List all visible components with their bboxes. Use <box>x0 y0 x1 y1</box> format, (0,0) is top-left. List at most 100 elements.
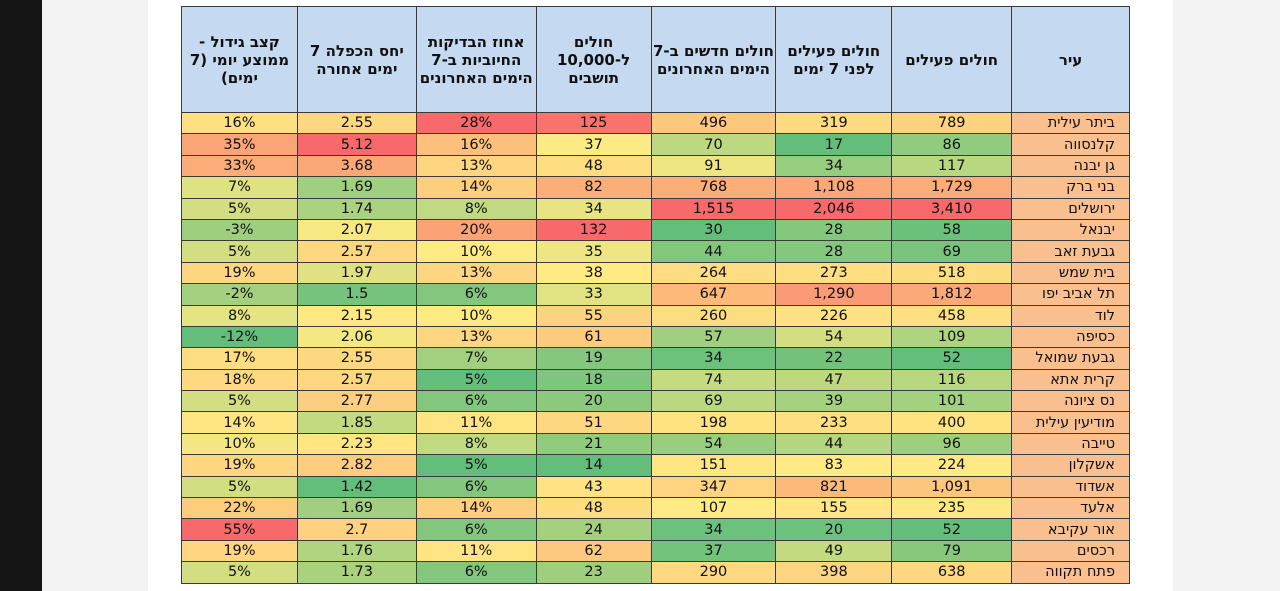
cell-positive-pct: 20% <box>415 218 537 242</box>
cell-active: 79 <box>891 539 1013 563</box>
cell-positive-pct: 6% <box>415 475 537 499</box>
cell-positive-pct: 7% <box>415 347 537 370</box>
header-active-prev: חולים פעילים לפני 7 ימים <box>775 6 893 113</box>
cell-growth: 2%- <box>181 283 298 306</box>
cell-active-prev: 226 <box>775 304 893 327</box>
cell-new7: 91 <box>650 154 777 178</box>
table-row: אשקלון 224 83 151 14 5% 2.82 19% <box>181 454 1130 477</box>
header-active: חולים פעילים <box>891 6 1013 113</box>
cell-active-prev: 47 <box>775 368 893 392</box>
cell-doubling: 2.7 <box>296 518 417 541</box>
header-growth: קצב גידול - ממוצע יומי (7 ימים) <box>181 6 298 113</box>
cell-doubling: 1.73 <box>296 561 417 584</box>
cell-city: רכסים <box>1011 539 1130 563</box>
left-margin <box>42 0 148 591</box>
table-row: גבעת זאב 69 28 44 35 10% 2.57 5% <box>181 240 1130 263</box>
cell-growth: 5% <box>181 561 298 584</box>
cell-growth: 22% <box>181 497 298 520</box>
cell-doubling: 2.23 <box>296 432 417 456</box>
table-row: ירושלים 3,410 2,046 1,515 34 8% 1.74 5% <box>181 197 1130 220</box>
cell-city: מודיעין עילית <box>1011 411 1130 434</box>
header-per10k: חולים ל-10,000 תושבים <box>535 6 652 113</box>
cell-active: 1,812 <box>891 283 1013 306</box>
cell-active-prev: 821 <box>775 475 893 499</box>
cell-positive-pct: 11% <box>415 411 537 434</box>
table-row: קרית אתא 116 47 74 18 5% 2.57 18% <box>181 368 1130 392</box>
cell-growth: 12%- <box>181 325 298 349</box>
covid-cities-table: עיר חולים פעילים חולים פעילים לפני 7 ימי… <box>181 6 1130 584</box>
cell-positive-pct: 13% <box>415 154 537 178</box>
cell-new7: 74 <box>650 368 777 392</box>
cell-positive-pct: 6% <box>415 518 537 541</box>
cell-per10k: 61 <box>535 325 652 349</box>
cell-new7: 54 <box>650 432 777 456</box>
cell-doubling: 2.82 <box>296 454 417 477</box>
cell-city: אור עקיבא <box>1011 518 1130 541</box>
table-row: רכסים 79 49 37 62 11% 1.76 19% <box>181 539 1130 563</box>
cell-active-prev: 83 <box>775 454 893 477</box>
cell-city: גן יבנה <box>1011 154 1130 178</box>
cell-per10k: 21 <box>535 432 652 456</box>
cell-doubling: 2.57 <box>296 368 417 392</box>
cell-active-prev: 44 <box>775 432 893 456</box>
cell-growth: 7% <box>181 176 298 199</box>
cell-doubling: 5.12 <box>296 133 417 156</box>
cell-active-prev: 1,290 <box>775 283 893 306</box>
cell-active: 638 <box>891 561 1013 584</box>
cell-active: 86 <box>891 133 1013 156</box>
cell-active: 458 <box>891 304 1013 327</box>
cell-doubling: 1.97 <box>296 261 417 285</box>
cell-doubling: 2.06 <box>296 325 417 349</box>
cell-per10k: 48 <box>535 154 652 178</box>
cell-active: 224 <box>891 454 1013 477</box>
table-row: פתח תקווה 638 398 290 23 6% 1.73 5% <box>181 561 1130 584</box>
cell-doubling: 1.76 <box>296 539 417 563</box>
cell-per10k: 55 <box>535 304 652 327</box>
cell-new7: 34 <box>650 518 777 541</box>
cell-new7: 1,515 <box>650 197 777 220</box>
cell-city: ירושלים <box>1011 197 1130 220</box>
cell-active: 116 <box>891 368 1013 392</box>
cell-positive-pct: 10% <box>415 304 537 327</box>
cell-new7: 198 <box>650 411 777 434</box>
cell-active: 400 <box>891 411 1013 434</box>
table-row: ביתר עילית 789 319 496 125 28% 2.55 16% <box>181 111 1130 135</box>
cell-per10k: 18 <box>535 368 652 392</box>
cell-active-prev: 54 <box>775 325 893 349</box>
cell-new7: 57 <box>650 325 777 349</box>
cell-active: 1,091 <box>891 475 1013 499</box>
table-row: בית שמש 518 273 264 38 13% 1.97 19% <box>181 261 1130 285</box>
cell-active-prev: 319 <box>775 111 893 135</box>
table-row: טייבה 96 44 54 21 8% 2.23 10% <box>181 432 1130 456</box>
table-row: תל אביב יפו 1,812 1,290 647 33 6% 1.5 2%- <box>181 283 1130 306</box>
cell-doubling: 1.5 <box>296 283 417 306</box>
cell-growth: 5% <box>181 240 298 263</box>
table-row: גבעת שמואל 52 22 34 19 7% 2.55 17% <box>181 347 1130 370</box>
cell-city: נס ציונה <box>1011 390 1130 413</box>
cell-active: 235 <box>891 497 1013 520</box>
cell-per10k: 35 <box>535 240 652 263</box>
cell-per10k: 24 <box>535 518 652 541</box>
cell-active: 3,410 <box>891 197 1013 220</box>
cell-new7: 347 <box>650 475 777 499</box>
header-new7: חולים חדשים ב-7 הימים האחרונים <box>650 6 777 113</box>
cell-positive-pct: 6% <box>415 283 537 306</box>
table-row: כסיפה 109 54 57 61 13% 2.06 12%- <box>181 325 1130 349</box>
cell-positive-pct: 6% <box>415 561 537 584</box>
cell-city: אשקלון <box>1011 454 1130 477</box>
header-city: עיר <box>1011 6 1130 113</box>
cell-growth: 14% <box>181 411 298 434</box>
cell-per10k: 38 <box>535 261 652 285</box>
table-row: יבנאל 58 28 30 132 20% 2.07 3%- <box>181 218 1130 242</box>
table-row: קלנסווה 86 17 70 37 16% 5.12 35% <box>181 133 1130 156</box>
cell-doubling: 1.42 <box>296 475 417 499</box>
cell-new7: 264 <box>650 261 777 285</box>
cell-active-prev: 273 <box>775 261 893 285</box>
table-body: ביתר עילית 789 319 496 125 28% 2.55 16% קלנסווה 8… <box>181 111 1130 584</box>
cell-active-prev: 1,108 <box>775 176 893 199</box>
cell-doubling: 2.07 <box>296 218 417 242</box>
cell-per10k: 62 <box>535 539 652 563</box>
cell-per10k: 20 <box>535 390 652 413</box>
cell-per10k: 23 <box>535 561 652 584</box>
cell-city: ביתר עילית <box>1011 111 1130 135</box>
